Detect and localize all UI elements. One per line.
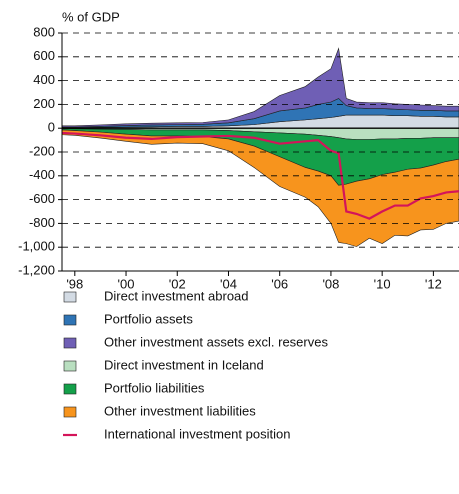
y-tick-label: 200 [33,96,55,111]
legend-swatch [63,314,77,326]
y-tick-label: 0 [48,120,55,135]
legend-label: Portfolio assets [104,311,193,326]
legend-label: Portfolio liabilities [104,380,205,395]
x-tick-label: '08 [322,276,339,291]
legend-swatch [63,337,77,349]
y-tick-label: 800 [33,24,55,39]
y-tick-label: -600 [29,191,55,206]
legend-label: Direct investment in Iceland [104,357,264,372]
area [61,47,459,128]
x-tick-label: '02 [169,276,186,291]
y-tick-label: -800 [29,215,55,230]
y-tick-label: 600 [33,48,55,63]
legend-label: Direct investment abroad [104,288,249,303]
x-tick-label: '06 [271,276,288,291]
x-tick-label: '04 [220,276,237,291]
legend-label: Other investment assets excl. reserves [104,334,328,349]
x-tick-label: '10 [374,276,391,291]
legend-swatch [63,406,77,418]
legend-swatch [63,291,77,303]
x-tick-label: '98 [66,276,83,291]
y-tick-label: 400 [33,72,55,87]
y-tick-label: -1,200 [18,262,55,277]
y-tick-label: -200 [29,143,55,158]
legend-swatch [63,383,77,395]
legend-label: International investment position [104,426,290,441]
line [61,131,459,220]
legend-swatch [63,360,77,372]
x-tick-label: '12 [425,276,442,291]
area [61,129,459,247]
y-tick-label: -1,000 [18,239,55,254]
legend-label: Other investment liabilities [104,403,256,418]
y-axis-label: % of GDP [62,9,120,24]
y-tick-label: -400 [29,167,55,182]
x-tick-label: '00 [118,276,135,291]
